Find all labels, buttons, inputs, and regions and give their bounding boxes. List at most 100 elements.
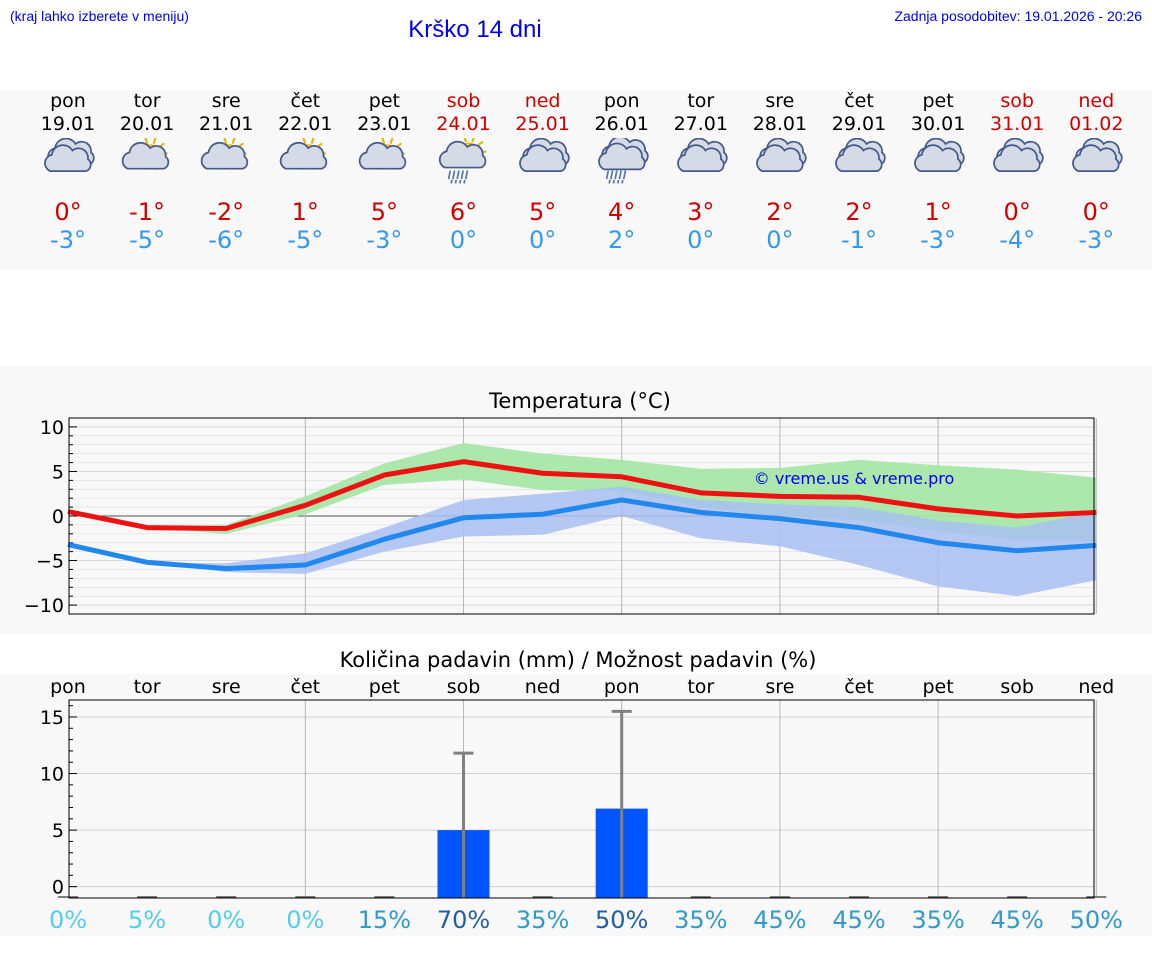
cloudy-icon bbox=[1072, 138, 1123, 172]
y-tick-label: −10 bbox=[24, 595, 64, 617]
precipitation-probability: 45% bbox=[991, 906, 1044, 934]
max-temperature: 5° bbox=[370, 198, 399, 226]
min-temperature: -6° bbox=[208, 226, 245, 254]
min-temperature: -5° bbox=[287, 226, 324, 254]
day-date: 20.01 bbox=[119, 113, 175, 135]
precipitation-day-label: pet bbox=[922, 676, 953, 698]
max-temperature: 6° bbox=[449, 198, 478, 226]
max-temperature: 3° bbox=[687, 198, 715, 226]
day-name: pon bbox=[50, 90, 86, 112]
temperature-plot-frame bbox=[68, 417, 1095, 615]
cloudy-icon bbox=[835, 138, 886, 172]
precipitation-day-label: pet bbox=[369, 676, 400, 698]
day-date: 30.01 bbox=[910, 113, 966, 135]
precipitation-day-label: sre bbox=[765, 676, 794, 698]
precipitation-probability: 35% bbox=[911, 906, 964, 934]
precipitation-day-label: tor bbox=[134, 676, 161, 698]
min-temperature: 0° bbox=[687, 226, 715, 254]
day-name: ned bbox=[1078, 90, 1115, 112]
max-temperature-line bbox=[67, 459, 1097, 531]
precipitation-probability: 45% bbox=[753, 906, 806, 934]
day-date: 31.01 bbox=[989, 113, 1045, 135]
day-date: 24.01 bbox=[436, 113, 491, 135]
max-temperature: 0° bbox=[1003, 198, 1031, 226]
last-updated: Zadnja posodobitev: 19.01.2026 - 20:26 bbox=[894, 8, 1142, 24]
precipitation-day-label: tor bbox=[687, 676, 714, 698]
precipitation-day-label: sob bbox=[1000, 676, 1034, 698]
day-name: čet bbox=[290, 90, 321, 112]
cloudy-icon bbox=[44, 138, 95, 172]
cloud-rain-icon bbox=[597, 138, 649, 184]
cloudy-icon bbox=[914, 138, 965, 172]
max-temperature: 5° bbox=[528, 198, 557, 226]
max-temperature: 1° bbox=[924, 198, 952, 226]
min-temperature-line bbox=[67, 497, 1097, 572]
day-date: 21.01 bbox=[198, 113, 254, 135]
min-temperature: 2° bbox=[608, 226, 636, 254]
precipitation-probability: 50% bbox=[1070, 906, 1123, 934]
partly-sunny-icon bbox=[359, 138, 407, 170]
day-date: 19.01 bbox=[40, 113, 96, 135]
precipitation-title: Količina padavin (mm) / Možnost padavin … bbox=[340, 648, 817, 672]
day-date: 29.01 bbox=[831, 113, 887, 135]
day-date: 28.01 bbox=[752, 113, 808, 135]
day-name: sob bbox=[1000, 90, 1034, 112]
min-temperature: 0° bbox=[449, 226, 478, 254]
day-date: 26.01 bbox=[594, 113, 649, 135]
y-tick-label: 10 bbox=[40, 764, 64, 786]
precipitation-day-label: pon bbox=[604, 676, 640, 698]
precipitation-day-label: pon bbox=[50, 676, 86, 698]
day-name: pet bbox=[922, 90, 954, 112]
precipitation-probability: 35% bbox=[516, 906, 569, 934]
max-temperature: 4° bbox=[608, 198, 636, 226]
max-temperature: -2° bbox=[208, 198, 245, 226]
forecast-strip bbox=[0, 90, 1152, 270]
max-temperature: 0° bbox=[1082, 198, 1110, 226]
day-name: tor bbox=[133, 90, 161, 112]
page-title: Krško 14 dni bbox=[408, 16, 542, 43]
location-menu-hint[interactable]: (kraj lahko izberete v meniju) bbox=[10, 8, 189, 24]
day-date: 27.01 bbox=[673, 113, 728, 135]
day-name: tor bbox=[687, 90, 715, 112]
precipitation-probability: 35% bbox=[674, 906, 727, 934]
precipitation-day-label: sob bbox=[447, 676, 481, 698]
y-tick-label: −5 bbox=[36, 551, 64, 573]
precipitation-day-label: čet bbox=[844, 676, 874, 698]
precipitation-probability: 50% bbox=[595, 906, 648, 934]
y-tick-label: 5 bbox=[52, 461, 64, 483]
y-tick-label: 10 bbox=[40, 417, 64, 439]
day-name: ned bbox=[524, 90, 561, 112]
cloudy-icon bbox=[993, 138, 1044, 172]
sun-cloud-rain-icon bbox=[438, 138, 486, 184]
precipitation-day-label: ned bbox=[1078, 676, 1114, 698]
precipitation-chart: Količina padavin (mm) / Možnost padavin … bbox=[40, 648, 1123, 934]
partly-sunny-icon bbox=[280, 138, 328, 170]
precipitation-plot-frame bbox=[68, 699, 1095, 899]
temperature-chart: Temperatura (°C) © vreme.us & vreme.pro 10… bbox=[24, 389, 1097, 617]
day-name: čet bbox=[844, 90, 874, 112]
precipitation-probability: 15% bbox=[358, 906, 411, 934]
day-name: sre bbox=[211, 90, 241, 112]
y-tick-label: 0 bbox=[52, 877, 64, 899]
precipitation-probability: 5% bbox=[128, 906, 166, 934]
min-temperature: -1° bbox=[841, 226, 877, 254]
min-temperature: -4° bbox=[999, 226, 1036, 254]
max-temperature: 0° bbox=[54, 198, 82, 226]
precipitation-probability: 70% bbox=[437, 906, 490, 934]
precipitation-probability: 0% bbox=[207, 906, 245, 934]
day-date: 22.01 bbox=[278, 113, 333, 135]
day-name: sre bbox=[765, 90, 795, 112]
min-temperature: -3° bbox=[50, 226, 86, 254]
precipitation-day-label: čet bbox=[291, 676, 321, 698]
min-temperature: -3° bbox=[920, 226, 957, 254]
y-tick-label: 15 bbox=[40, 707, 64, 729]
cloudy-icon bbox=[676, 138, 728, 172]
day-name: pet bbox=[368, 90, 400, 112]
precipitation-day-label: ned bbox=[525, 676, 561, 698]
max-temperature: 2° bbox=[845, 198, 873, 226]
precipitation-day-label: sre bbox=[212, 676, 241, 698]
min-temperature: 0° bbox=[766, 226, 794, 254]
max-temperature: -1° bbox=[129, 198, 166, 226]
day-name: sob bbox=[446, 90, 481, 112]
day-date: 25.01 bbox=[515, 113, 570, 135]
